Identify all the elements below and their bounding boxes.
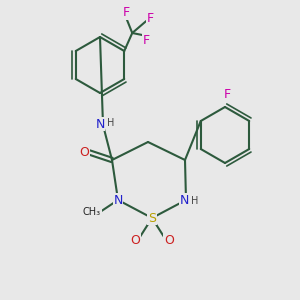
Text: S: S: [148, 212, 156, 224]
Text: O: O: [79, 146, 89, 158]
Text: H: H: [191, 196, 199, 206]
Text: F: F: [224, 88, 231, 100]
Text: N: N: [113, 194, 123, 206]
Text: H: H: [107, 118, 115, 128]
Text: N: N: [179, 194, 189, 206]
Text: CH₃: CH₃: [83, 207, 101, 217]
Text: O: O: [164, 233, 174, 247]
Text: O: O: [130, 233, 140, 247]
Text: F: F: [123, 7, 130, 20]
Text: F: F: [147, 11, 154, 25]
Text: N: N: [95, 118, 105, 130]
Text: F: F: [143, 34, 150, 46]
